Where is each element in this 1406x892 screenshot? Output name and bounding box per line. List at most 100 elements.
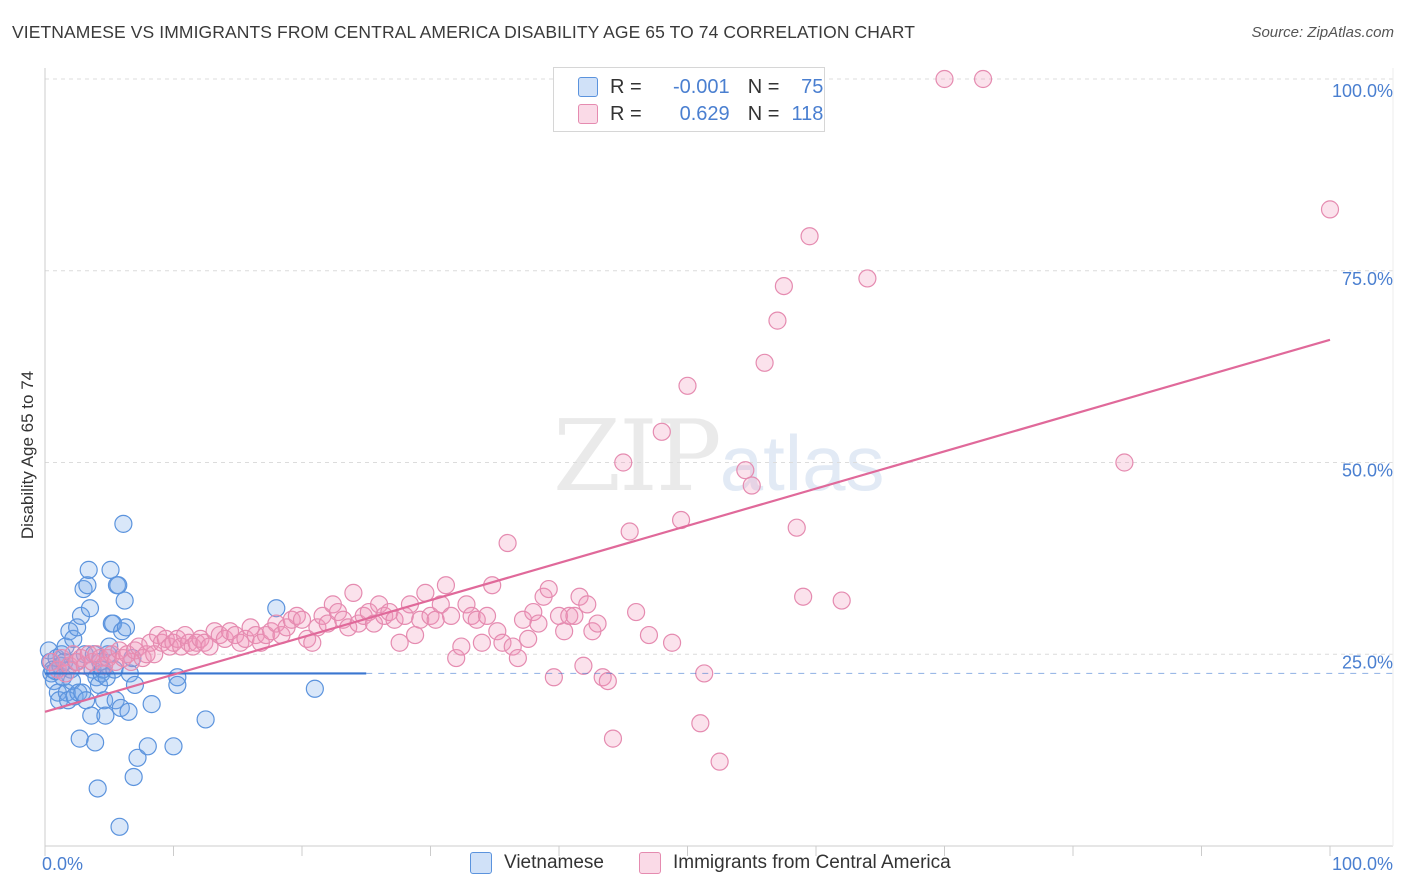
vietnamese-point (115, 591, 134, 610)
legend-swatch-vietnamese (578, 77, 598, 97)
legend-row-central-america: R = 0.629 N = 118 (578, 101, 823, 127)
central-america-point (755, 353, 774, 372)
vietnamese-point (79, 560, 98, 579)
central-america-point (935, 69, 954, 89)
vietnamese-point (86, 733, 105, 752)
y-tick-label: 50.0% (1342, 461, 1393, 481)
central-america-point (620, 522, 639, 541)
vietnamese-point (82, 706, 101, 725)
vietnamese-point (68, 618, 87, 637)
central-america-point (678, 376, 697, 395)
vietnamese-point (128, 748, 147, 767)
central-america-point (710, 752, 729, 771)
legend-n-label: N = (747, 75, 780, 98)
central-america-point (1320, 200, 1340, 219)
vietnamese-point (138, 737, 157, 756)
central-america-point (578, 595, 597, 614)
legend-r-value: 0.629 (679, 102, 730, 125)
central-america-point (544, 668, 563, 687)
central-america-point (364, 614, 384, 633)
vietnamese-point (196, 710, 215, 729)
legend-r-value: -0.001 (672, 75, 730, 98)
central-america-point (588, 614, 607, 633)
central-america-point (736, 461, 755, 480)
legend-r-label: R = (610, 75, 642, 98)
vietnamese-point (80, 599, 100, 618)
central-america-point (483, 576, 502, 595)
central-america-point (524, 602, 543, 622)
series-legend-vietnamese[interactable]: Vietnamese (470, 850, 604, 876)
central-america-point (560, 606, 579, 626)
vietnamese-point (168, 675, 187, 695)
y-tick-label: 100.0% (1332, 81, 1393, 101)
central-america-point (603, 729, 623, 748)
vietnamese-point (78, 576, 97, 595)
central-america-point (513, 610, 533, 629)
vietnamese-point (267, 599, 286, 618)
central-america-point (390, 633, 409, 652)
central-america-point (411, 610, 430, 629)
vietnamese-point (56, 637, 75, 656)
legend-row-vietnamese: R = -0.001 N = 75 (578, 74, 823, 100)
central-america-point (121, 652, 141, 672)
vietnamese-point (119, 702, 138, 721)
central-america-point (467, 610, 486, 629)
central-america-point (774, 276, 793, 296)
central-america-point (508, 648, 527, 668)
central-america-point (405, 625, 425, 645)
central-america-point (626, 602, 646, 622)
vietnamese-point (109, 576, 128, 595)
central-america-point (137, 645, 156, 664)
central-america-point (574, 656, 593, 675)
vietnamese-point (70, 729, 89, 748)
central-america-point (1115, 453, 1134, 472)
central-america-point (858, 269, 877, 288)
central-america-point (662, 633, 682, 652)
central-america-point (129, 637, 148, 656)
vietnamese-point (88, 779, 107, 798)
central-america-point (598, 671, 617, 691)
source-label: Source: ZipAtlas.com (1251, 24, 1394, 41)
central-america-point (503, 637, 522, 656)
vietnamese-point (114, 514, 133, 533)
vietnamese-point (124, 767, 143, 787)
central-america-point (236, 629, 255, 649)
central-america-point (441, 606, 461, 626)
central-america-trendline (44, 338, 1331, 713)
central-america-point (292, 610, 312, 629)
series-name-central-america: Immigrants from Central America (673, 852, 951, 873)
watermark-zip: ZIP (553, 400, 722, 514)
series-name-vietnamese: Vietnamese (504, 852, 604, 873)
y-axis-label: Disability Age 65 to 74 (18, 370, 37, 540)
central-america-point (742, 476, 761, 495)
central-america-point (570, 587, 589, 606)
watermark: ZIPatlas (553, 400, 885, 514)
central-america-point (832, 591, 851, 610)
central-america-point (555, 622, 574, 641)
central-america-point (794, 587, 813, 606)
central-america-point (472, 633, 491, 652)
vietnamese-point (164, 737, 183, 756)
central-america-point (529, 614, 548, 633)
central-america-point (519, 629, 538, 649)
central-america-point (639, 625, 659, 645)
central-america-point (539, 579, 558, 599)
legend-n-value: 118 (791, 102, 824, 125)
legend-r-label: R = (610, 102, 642, 125)
vietnamese-point (64, 629, 83, 649)
vietnamese-point (142, 695, 161, 714)
central-america-point (614, 453, 633, 472)
central-america-point (52, 648, 71, 668)
y-tick-label: 25.0% (1342, 652, 1393, 672)
central-america-point (973, 69, 993, 89)
legend-n-label: N = (747, 102, 780, 125)
central-america-point (768, 311, 787, 330)
vietnamese-point (110, 817, 129, 836)
vietnamese-point (96, 706, 115, 725)
central-america-point (652, 422, 671, 441)
central-america-point (267, 614, 286, 633)
central-america-point (452, 637, 471, 656)
series-legend-central-america[interactable]: Immigrants from Central America (639, 850, 951, 876)
central-america-point (800, 227, 819, 246)
